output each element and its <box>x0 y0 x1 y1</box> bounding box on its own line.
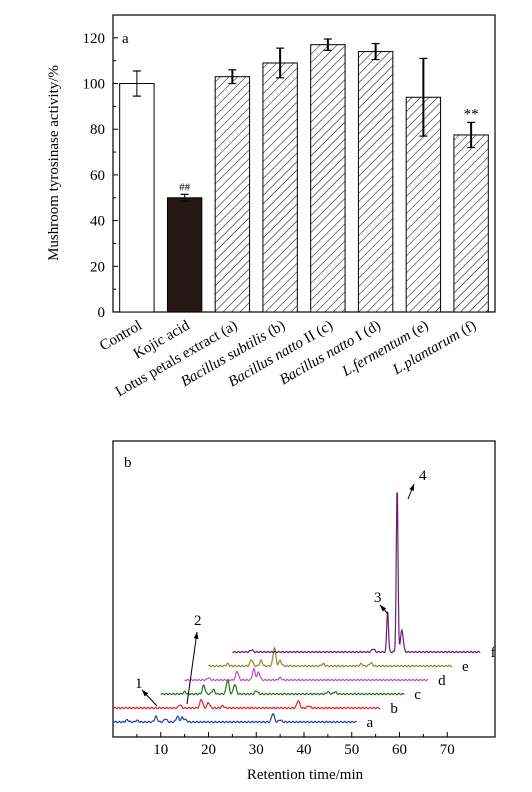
peak-arrowhead <box>380 605 387 612</box>
x-tick-label: 60 <box>392 742 407 758</box>
trace-label-c: c <box>414 687 421 703</box>
peak-label: 3 <box>374 590 382 606</box>
trace-label-d: d <box>438 673 446 689</box>
y-tick-label: 100 <box>83 77 106 93</box>
y-axis-ticks: 0 20 40 60 80 100 120 <box>83 31 118 321</box>
y-tick-label: 60 <box>90 168 105 184</box>
panel-a-label: a <box>122 31 129 47</box>
x-tick-label: 10 <box>153 742 168 758</box>
chromatogram-trace-d <box>184 667 429 682</box>
x-tick-label: 70 <box>440 742 455 758</box>
bars: ## ** <box>119 38 489 313</box>
category-label: L.plantarum (f) <box>389 318 479 379</box>
trace-label-b: b <box>390 701 398 717</box>
bar <box>310 44 346 313</box>
chromatogram-trace-b <box>112 698 381 710</box>
x-axis-title: Retention time/min <box>247 767 364 783</box>
peak-label: 4 <box>419 468 427 484</box>
bar <box>357 51 394 313</box>
y-tick-label: 80 <box>90 122 105 138</box>
chromatogram-trace-c <box>160 678 405 696</box>
y-axis-title: Mushroom tyrosinase activity/% <box>46 65 62 261</box>
chromatogram-trace-e <box>208 646 453 668</box>
panel-b-frame <box>112 440 496 738</box>
significance-mark: ** <box>464 106 479 122</box>
panel-b-chromatogram: b Retention time/min 10 20 30 40 50 60 70 abcd… <box>112 440 496 783</box>
peak-arrowhead <box>142 690 149 697</box>
significance-mark: ## <box>179 181 191 193</box>
chromatogram-trace-a <box>112 712 357 724</box>
peak-label: 1 <box>135 676 143 692</box>
bar <box>262 62 298 313</box>
x-tick-label: 20 <box>201 742 216 758</box>
panel-a-frame <box>112 14 496 313</box>
y-tick-label: 0 <box>98 305 106 321</box>
y-tick-label: 120 <box>83 31 106 47</box>
chromatogram-trace-f <box>232 492 481 654</box>
bar <box>119 83 155 313</box>
peak-arrowhead <box>409 484 414 491</box>
trace-label-e: e <box>462 659 469 675</box>
x-tick-label: 50 <box>344 742 359 758</box>
panel-a-bar-chart: a Mushroom tyrosinase activity/% 0 20 40 60… <box>46 14 496 400</box>
chromatogram-traces: abc de f <box>112 492 496 731</box>
peak-arrow <box>186 631 198 705</box>
bar <box>214 76 251 313</box>
y-tick-label: 40 <box>90 214 105 230</box>
peak-labels: 1 2 3 4 <box>135 468 427 707</box>
trace-label-a: a <box>367 715 374 731</box>
y-tick-label: 20 <box>90 259 105 275</box>
x-tick-label: 30 <box>249 742 264 758</box>
bar <box>453 134 489 313</box>
x-axis-ticks: 10 20 30 40 50 60 70 <box>136 732 455 758</box>
bar <box>166 197 203 313</box>
peak-label: 2 <box>194 613 202 629</box>
trace-label-f: f <box>491 645 496 661</box>
panel-b-label: b <box>124 455 132 471</box>
x-tick-label: 40 <box>297 742 312 758</box>
peak-arrowhead <box>193 632 199 639</box>
